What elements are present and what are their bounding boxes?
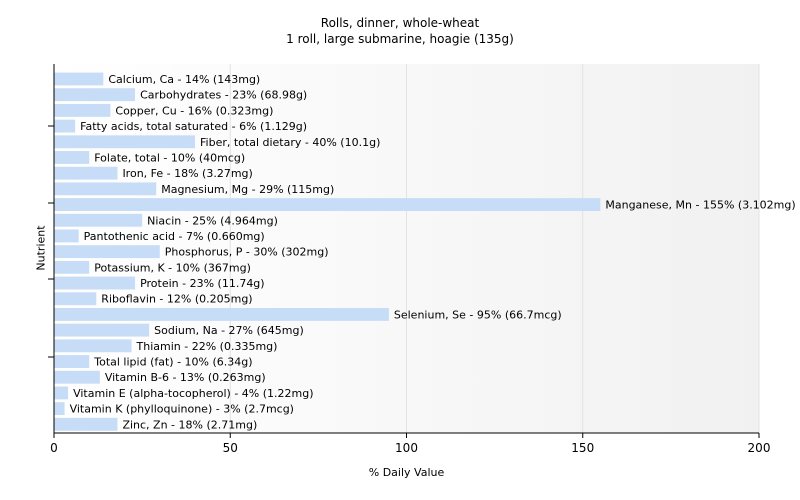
bar (54, 135, 195, 149)
bar (54, 386, 69, 400)
bar-label: Magnesium, Mg - 29% (115mg) (161, 183, 334, 196)
bar-label: Vitamin K (phylloquinone) - 3% (2.7mcg) (70, 403, 294, 416)
bar-label: Thiamin - 22% (0.335mg) (136, 340, 278, 353)
bar (54, 119, 76, 133)
x-tick-label: 0 (50, 441, 58, 455)
bar (54, 276, 136, 290)
bar-label: Calcium, Ca - 14% (143mg) (108, 73, 260, 86)
x-tick-label: 150 (571, 441, 594, 455)
bar (54, 182, 157, 196)
bar (54, 402, 65, 416)
bar-label: Fiber, total dietary - 40% (10.1g) (200, 136, 380, 149)
bar (54, 213, 143, 227)
x-axis-label: % Daily Value (368, 466, 445, 479)
bar (54, 307, 389, 321)
bar (54, 166, 118, 180)
chart-subtitle: 1 roll, large submarine, hoagie (135g) (286, 32, 514, 46)
bar (54, 198, 601, 212)
bar (54, 151, 90, 164)
bar-label: Fatty acids, total saturated - 6% (1.129… (80, 120, 307, 133)
bar-label: Vitamin E (alpha-tocopherol) - 4% (1.22m… (73, 387, 313, 400)
bar-label: Iron, Fe - 18% (3.27mg) (122, 167, 252, 180)
bar (54, 260, 90, 274)
bar (54, 339, 132, 353)
bar-label: Riboflavin - 12% (0.205mg) (101, 293, 252, 306)
bar (54, 245, 160, 259)
bar (54, 88, 136, 102)
bar-label: Manganese, Mn - 155% (3.102mg) (605, 199, 795, 212)
chart-title: Rolls, dinner, whole-wheat (320, 16, 480, 30)
bar-label: Total lipid (fat) - 10% (6.34g) (93, 356, 252, 369)
bar (54, 323, 150, 337)
bar-label: Carbohydrates - 23% (68.98g) (140, 89, 307, 102)
bar (54, 355, 90, 368)
bar-label: Vitamin B-6 - 13% (0.263mg) (105, 371, 266, 384)
bar-label: Pantothenic acid - 7% (0.660mg) (84, 230, 265, 243)
bar-label: Phosphorus, P - 30% (302mg) (165, 246, 329, 259)
bar (54, 72, 104, 86)
x-tick-label: 200 (748, 441, 771, 455)
bar (54, 229, 79, 243)
bar-label: Zinc, Zn - 18% (2.71mg) (122, 418, 257, 431)
bar (54, 370, 100, 384)
bar-label: Sodium, Na - 27% (645mg) (154, 324, 304, 337)
bar (54, 417, 118, 431)
bar-label: Potassium, K - 10% (367mg) (94, 261, 251, 274)
bar-label: Selenium, Se - 95% (66.7mcg) (394, 308, 562, 321)
x-tick-label: 50 (223, 441, 238, 455)
y-axis-label: Nutrient (34, 225, 48, 271)
bar-label: Protein - 23% (11.74g) (140, 277, 265, 290)
bar-label: Copper, Cu - 16% (0.323mg) (115, 104, 273, 117)
bar (54, 103, 111, 117)
x-tick-label: 100 (395, 441, 418, 455)
bar-label: Folate, total - 10% (40mcg) (94, 151, 245, 164)
bar-label: Niacin - 25% (4.964mg) (147, 214, 278, 227)
bar (54, 292, 97, 306)
